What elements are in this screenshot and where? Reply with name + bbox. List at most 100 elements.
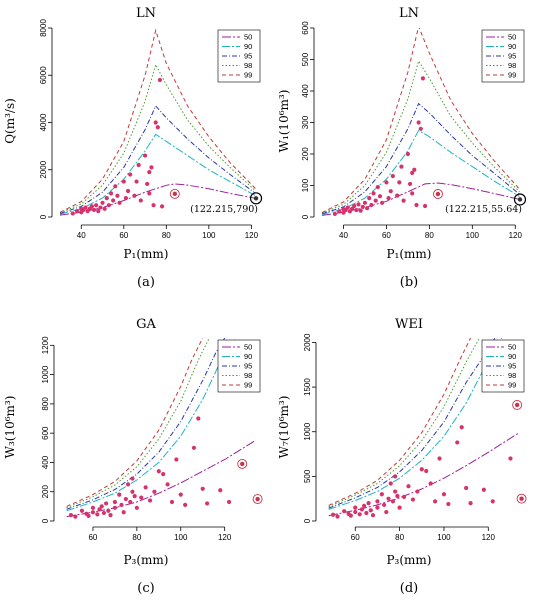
scatter-point: [386, 196, 391, 201]
y-tick-label: 2000: [303, 333, 312, 351]
scatter-point: [178, 492, 183, 497]
panel-title: GA: [136, 317, 156, 332]
scatter-point: [130, 476, 135, 481]
scatter-point: [79, 508, 85, 513]
scatter-point: [412, 167, 417, 172]
subcaption: (c): [137, 581, 154, 596]
scatter-point: [111, 198, 116, 203]
panel-title: LN: [136, 6, 156, 21]
scatter-point: [437, 456, 442, 461]
scatter-point: [94, 203, 99, 208]
y-axis-label: Q(m³/s): [3, 98, 17, 144]
highlight-point: [172, 191, 178, 197]
scatter-point: [152, 489, 157, 494]
y-axis-label: W₃(10⁶m³): [3, 396, 17, 459]
scatter-point: [359, 507, 365, 512]
panel-title: LN: [399, 6, 419, 21]
scatter-point: [134, 179, 139, 184]
scatter-point: [397, 505, 402, 510]
legend-label-98: 98: [508, 61, 516, 70]
y-tick-label: 1500: [303, 378, 312, 396]
legend-label-95: 95: [244, 362, 252, 371]
scatter-point: [367, 196, 372, 201]
x-axis-label: P₃(mm): [386, 553, 431, 567]
scatter-point: [416, 120, 421, 125]
series-line-95: [60, 105, 256, 214]
scatter-point: [375, 499, 380, 504]
scatter-point: [106, 508, 111, 513]
scatter-point: [205, 501, 210, 506]
y-tick-label: 0: [41, 518, 50, 523]
scatter-point: [73, 514, 78, 519]
scatter-point: [407, 181, 413, 187]
scatter-point: [89, 204, 94, 209]
scatter-point: [415, 489, 420, 494]
scatter-point: [147, 498, 153, 503]
series-line-90: [60, 133, 256, 215]
scatter-point: [102, 206, 107, 211]
scatter-point: [337, 209, 342, 214]
scatter-point: [115, 193, 120, 198]
scatter-point: [99, 504, 104, 509]
scatter-point: [455, 440, 460, 445]
legend-label-50: 50: [508, 33, 516, 42]
highlight-ring: [249, 192, 263, 205]
legend-label-99: 99: [244, 381, 252, 390]
x-tick-label: 60: [119, 231, 128, 240]
scatter-point: [358, 208, 363, 213]
series-line-90: [328, 338, 503, 510]
scatter-point: [108, 191, 114, 196]
scatter-point: [446, 501, 451, 507]
legend-label-90: 90: [244, 42, 252, 51]
scatter-point: [113, 184, 118, 189]
scatter-point: [183, 502, 188, 507]
y-tick-label: 500: [303, 469, 312, 483]
scatter-point: [384, 509, 389, 515]
x-tick-label: 80: [132, 533, 141, 542]
scatter-point: [121, 510, 126, 515]
x-axis-label: P₁(mm): [123, 247, 168, 261]
scatter-point: [388, 481, 393, 486]
scatter-point: [362, 503, 367, 508]
scatter-point: [332, 211, 337, 216]
series-line-90: [322, 129, 520, 215]
scatter-point: [428, 481, 433, 486]
y-tick-label: 8000: [39, 19, 48, 37]
y-tick-label: 600: [301, 21, 310, 35]
scatter-point: [174, 457, 179, 462]
scatter-point: [357, 512, 362, 517]
legend-label-98: 98: [508, 371, 516, 380]
series-line-90: [66, 338, 237, 512]
scatter-point: [468, 501, 473, 506]
highlight-point: [519, 496, 524, 501]
scatter-point: [379, 492, 384, 497]
legend-label-95: 95: [244, 52, 252, 61]
scatter-point: [380, 200, 385, 205]
scatter-point: [353, 505, 358, 510]
scatter-point: [98, 205, 103, 210]
scatter-point: [100, 200, 105, 205]
highlight-ring: [237, 458, 248, 469]
series-line-95: [66, 338, 226, 510]
scatter-point: [153, 120, 158, 125]
y-tick-label: 600: [41, 426, 50, 440]
y-tick-label: 4000: [39, 113, 48, 131]
y-tick-label: 1200: [41, 336, 50, 354]
highlight-ring: [516, 493, 527, 504]
scatter-point: [356, 202, 361, 207]
curve-group: [328, 338, 520, 519]
scatter-point: [353, 509, 358, 515]
scatter-point: [377, 194, 383, 199]
y-tick-label: 6000: [39, 66, 48, 84]
scatter-point: [132, 494, 137, 499]
scatter-point: [364, 510, 369, 516]
panel-a: LN P₁(mm) Q(m³/s) (a) (122.215,790) 40 60…: [3, 6, 263, 290]
scatter-point: [101, 510, 107, 516]
annotation-label: (122.215,55.64): [445, 204, 522, 215]
scatter-point: [91, 207, 97, 213]
scatter-point: [386, 496, 391, 501]
scatter-point: [156, 469, 161, 474]
scatter-point: [200, 486, 205, 491]
